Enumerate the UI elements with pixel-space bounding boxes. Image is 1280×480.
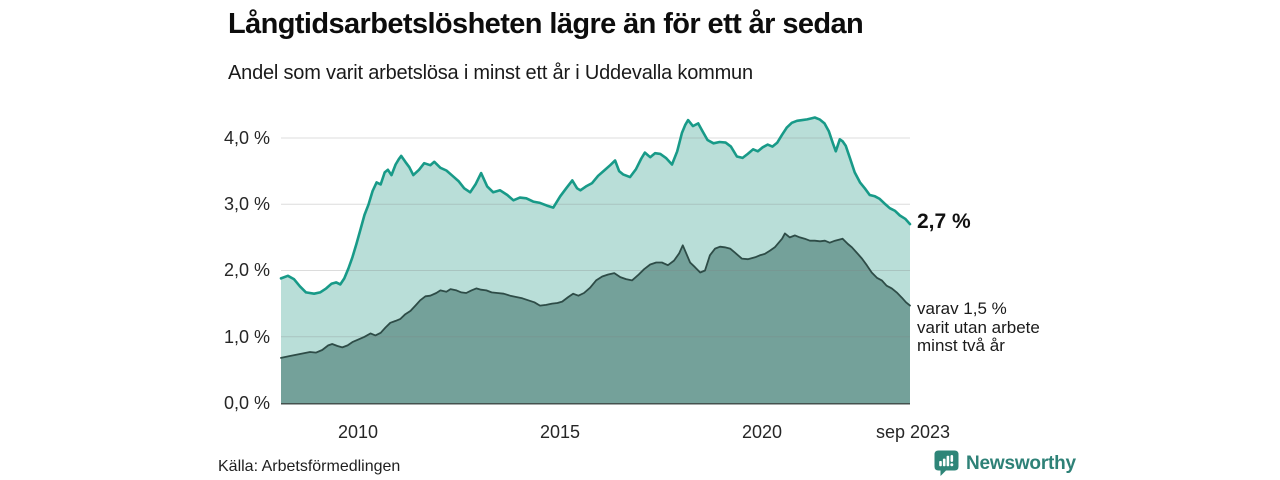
- series-fill-1: [281, 233, 910, 403]
- y-tick-1: 1,0 %: [223, 327, 270, 347]
- y-tick-3: 3,0 %: [223, 194, 270, 214]
- y-tick-2: 2,0 %: [223, 260, 270, 280]
- y-tick-0: 0,0 %: [223, 393, 270, 413]
- y-tick-4: 4,0 %: [223, 128, 270, 148]
- note-line-3: minst två år: [917, 336, 1005, 355]
- latest-value-label: 2,7 %: [917, 210, 971, 233]
- note-line-2: varit utan arbete: [917, 317, 1040, 337]
- chart-subtitle: Andel som varit arbetslösa i minst ett å…: [228, 62, 753, 84]
- bar-chart-bubble-icon: [934, 450, 959, 477]
- x-tick-sep-2023: sep 2023: [875, 422, 951, 442]
- chart-title: Långtidsarbetslösheten lägre än för ett …: [228, 8, 864, 40]
- source-label: Källa: Arbetsförmedlingen: [218, 458, 401, 475]
- note-line-1: varav 1,5 %: [917, 299, 1007, 318]
- series-line-1: [280, 232, 911, 359]
- x-tick-2010: 2010: [337, 422, 379, 442]
- newsworthy-logo-text: Newsworthy: [966, 452, 1076, 474]
- x-tick-2015: 2015: [539, 422, 581, 442]
- series-line-0: [279, 116, 912, 295]
- x-tick-2020: 2020: [741, 422, 783, 442]
- two-year-note: varav 1,5 % varit utan arbete minst två …: [917, 299, 1067, 356]
- newsworthy-logo: Newsworthy: [934, 450, 1076, 477]
